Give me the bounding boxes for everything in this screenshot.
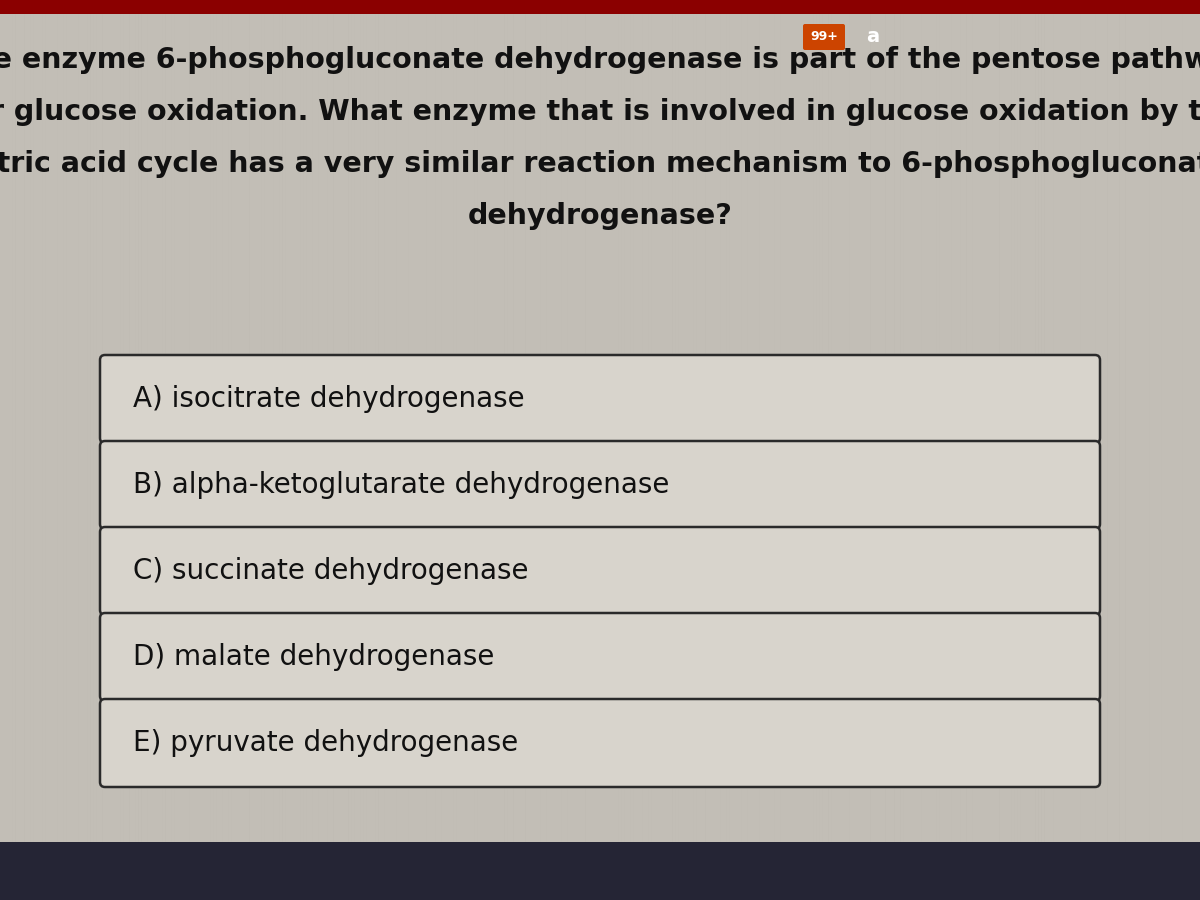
Text: for glucose oxidation. What enzyme that is involved in glucose oxidation by the: for glucose oxidation. What enzyme that …	[0, 98, 1200, 126]
FancyBboxPatch shape	[100, 441, 1100, 529]
Text: citric acid cycle has a very similar reaction mechanism to 6-phosphogluconate: citric acid cycle has a very similar rea…	[0, 150, 1200, 178]
FancyBboxPatch shape	[0, 0, 1200, 14]
Text: 99+: 99+	[810, 31, 838, 43]
Text: a: a	[866, 28, 880, 47]
Text: dehydrogenase?: dehydrogenase?	[468, 202, 732, 230]
Text: C) succinate dehydrogenase: C) succinate dehydrogenase	[133, 557, 528, 585]
Text: B) alpha-ketoglutarate dehydrogenase: B) alpha-ketoglutarate dehydrogenase	[133, 471, 670, 499]
Text: The enzyme 6-phosphogluconate dehydrogenase is part of the pentose pathway: The enzyme 6-phosphogluconate dehydrogen…	[0, 46, 1200, 74]
FancyBboxPatch shape	[100, 527, 1100, 615]
FancyBboxPatch shape	[100, 699, 1100, 787]
Text: D) malate dehydrogenase: D) malate dehydrogenase	[133, 643, 494, 671]
FancyBboxPatch shape	[100, 355, 1100, 443]
FancyBboxPatch shape	[100, 613, 1100, 701]
Text: E) pyruvate dehydrogenase: E) pyruvate dehydrogenase	[133, 729, 518, 757]
FancyBboxPatch shape	[803, 24, 845, 50]
Text: A) isocitrate dehydrogenase: A) isocitrate dehydrogenase	[133, 385, 524, 413]
FancyBboxPatch shape	[0, 842, 1200, 900]
